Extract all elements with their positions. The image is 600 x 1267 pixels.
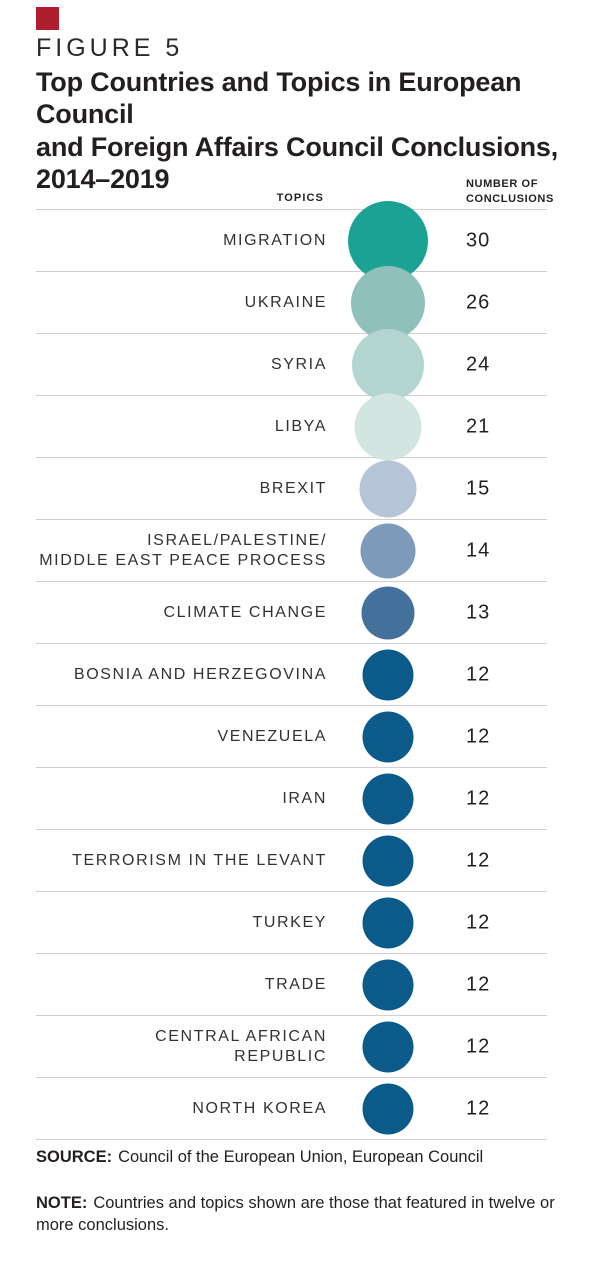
bubble-chart: MIGRATION 30 UKRAINE 26 SYRIA 24 LIBYA 2… — [36, 200, 547, 1140]
value-bubble — [362, 649, 414, 700]
value-bubble — [354, 393, 422, 460]
chart-row: ISRAEL/PALESTINE/ MIDDLE EAST PEACE PROC… — [36, 519, 547, 581]
value-bubble — [362, 835, 414, 886]
figure-title: Top Countries and Topics in European Cou… — [36, 67, 559, 195]
conclusions-count: 12 — [466, 725, 491, 747]
chart-row: IRAN 12 — [36, 767, 547, 829]
chart-row: UKRAINE 26 — [36, 265, 547, 340]
chart-row: VENEZUELA 12 — [36, 705, 547, 767]
topic-label: IRAN — [282, 789, 327, 807]
source-label: SOURCE: — [36, 1148, 113, 1166]
conclusions-count: 12 — [466, 1035, 491, 1057]
conclusions-count: 13 — [466, 601, 491, 623]
chart-row: SYRIA 24 — [36, 328, 547, 401]
topic-label: CLIMATE CHANGE — [163, 603, 327, 621]
topic-label: LIBYA — [274, 417, 327, 435]
value-bubble — [362, 959, 414, 1010]
chart-row: CLIMATE CHANGE 13 — [36, 581, 547, 643]
note-text: Countries and topics shown are those tha… — [36, 1194, 555, 1235]
value-bubble — [359, 460, 417, 517]
topic-label: UKRAINE — [244, 293, 327, 311]
column-header-topics: TOPICS — [276, 192, 324, 204]
conclusions-count: 12 — [466, 1097, 491, 1119]
topic-label: MIGRATION — [223, 231, 327, 249]
topic-label: VENEZUELA — [217, 727, 327, 745]
value-bubble — [362, 773, 414, 824]
conclusions-count: 24 — [466, 353, 491, 375]
chart-row: NORTH KOREA 12 — [36, 1077, 547, 1140]
conclusions-count: 12 — [466, 849, 491, 871]
conclusions-count: 15 — [466, 477, 491, 499]
chart-row: LIBYA 21 — [36, 393, 547, 460]
value-bubble — [360, 523, 416, 578]
value-bubble — [351, 265, 425, 340]
chart-row: BREXIT 15 — [36, 457, 547, 519]
value-bubble — [352, 328, 424, 401]
value-bubble — [362, 1083, 414, 1134]
conclusions-count: 30 — [466, 229, 491, 251]
source-text: Council of the European Union, European … — [118, 1148, 484, 1166]
value-bubble — [362, 897, 414, 948]
chart-row: MIGRATION 30 — [36, 200, 547, 281]
column-header-number-of-conclusions: NUMBER OF CONCLUSIONS — [466, 178, 554, 205]
topic-label: TRADE — [264, 975, 327, 993]
conclusions-count: 21 — [466, 415, 491, 437]
conclusions-count: 14 — [466, 539, 491, 561]
value-bubble — [362, 711, 414, 762]
chart-row: BOSNIA AND HERZEGOVINA 12 — [36, 643, 547, 705]
conclusions-count: 26 — [466, 291, 491, 313]
topic-label: ISRAEL/PALESTINE/ MIDDLE EAST PEACE PROC… — [39, 531, 327, 569]
topic-label: NORTH KOREA — [192, 1099, 327, 1117]
topic-label: TURKEY — [252, 913, 327, 931]
topic-label: SYRIA — [270, 355, 327, 373]
chart-row: TERRORISM IN THE LEVANT 12 — [36, 829, 547, 891]
chart-row: TRADE 12 — [36, 953, 547, 1015]
brand-red-square-icon — [36, 7, 59, 30]
value-bubble — [362, 1021, 414, 1072]
chart-row: TURKEY 12 — [36, 891, 547, 953]
conclusions-count: 12 — [466, 787, 491, 809]
source-line: SOURCE: Council of the European Union, Eu… — [36, 1146, 570, 1168]
value-bubble — [361, 586, 415, 639]
topic-label: TERRORISM IN THE LEVANT — [72, 851, 327, 869]
conclusions-count: 12 — [466, 911, 491, 933]
topic-label: BOSNIA AND HERZEGOVINA — [73, 665, 327, 683]
conclusions-count: 12 — [466, 973, 491, 995]
topic-label: CENTRAL AFRICAN REPUBLIC — [155, 1027, 327, 1065]
note-line: NOTE: Countries and topics shown are thos… — [36, 1192, 570, 1237]
figure-number: FIGURE 5 — [36, 34, 184, 62]
note-label: NOTE: — [36, 1194, 88, 1212]
chart-row: CENTRAL AFRICAN REPUBLIC 12 — [36, 1015, 547, 1077]
topic-label: BREXIT — [259, 479, 327, 497]
conclusions-count: 12 — [466, 663, 491, 685]
